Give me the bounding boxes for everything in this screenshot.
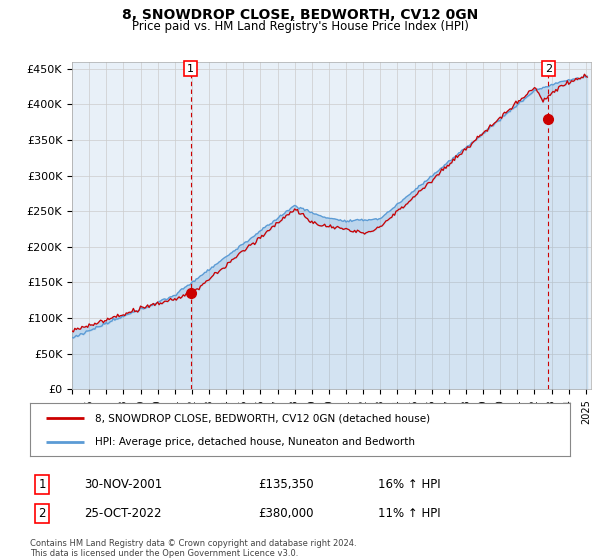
Text: 2: 2 — [38, 507, 46, 520]
Text: 11% ↑ HPI: 11% ↑ HPI — [378, 507, 440, 520]
Text: 25-OCT-2022: 25-OCT-2022 — [84, 507, 161, 520]
Text: 8, SNOWDROP CLOSE, BEDWORTH, CV12 0GN (detached house): 8, SNOWDROP CLOSE, BEDWORTH, CV12 0GN (d… — [95, 413, 430, 423]
Text: HPI: Average price, detached house, Nuneaton and Bedworth: HPI: Average price, detached house, Nune… — [95, 436, 415, 446]
Text: 1: 1 — [187, 64, 194, 74]
Text: £380,000: £380,000 — [258, 507, 314, 520]
Text: 8, SNOWDROP CLOSE, BEDWORTH, CV12 0GN: 8, SNOWDROP CLOSE, BEDWORTH, CV12 0GN — [122, 8, 478, 22]
Text: 16% ↑ HPI: 16% ↑ HPI — [378, 478, 440, 491]
Text: 1: 1 — [38, 478, 46, 491]
Text: 30-NOV-2001: 30-NOV-2001 — [84, 478, 162, 491]
Text: Contains HM Land Registry data © Crown copyright and database right 2024.
This d: Contains HM Land Registry data © Crown c… — [30, 539, 356, 558]
Text: 2: 2 — [545, 64, 552, 74]
Text: Price paid vs. HM Land Registry's House Price Index (HPI): Price paid vs. HM Land Registry's House … — [131, 20, 469, 32]
Text: £135,350: £135,350 — [258, 478, 314, 491]
